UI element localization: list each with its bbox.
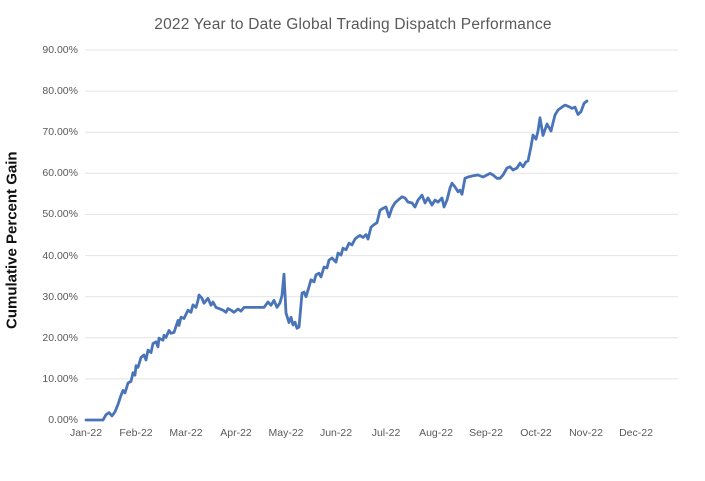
x-tick-label: Mar-22 bbox=[169, 427, 203, 439]
x-tick-label: Jul-22 bbox=[371, 427, 401, 439]
x-tick-label: Jan-22 bbox=[69, 427, 103, 439]
y-tick-label: 70.00% bbox=[42, 126, 78, 138]
chart-title: 2022 Year to Date Global Trading Dispatc… bbox=[154, 16, 552, 33]
y-tick-label: 20.00% bbox=[42, 332, 78, 344]
x-tick-label: Feb-22 bbox=[119, 427, 153, 439]
x-tick-label: May-22 bbox=[268, 427, 304, 439]
y-tick-label: 60.00% bbox=[42, 167, 78, 179]
y-tick-label: 90.00% bbox=[42, 44, 78, 56]
y-tick-label: 10.00% bbox=[42, 373, 78, 385]
x-tick-label: Jun-22 bbox=[319, 427, 353, 439]
x-tick-label: Nov-22 bbox=[569, 427, 603, 439]
x-tick-label: Aug-22 bbox=[419, 427, 453, 439]
performance-line bbox=[84, 99, 589, 422]
y-tick-label: 50.00% bbox=[42, 208, 78, 220]
y-tick-label: 0.00% bbox=[48, 414, 78, 426]
x-tick-label: Dec-22 bbox=[619, 427, 653, 439]
y-tick-label: 30.00% bbox=[42, 291, 78, 303]
y-tick-label: 80.00% bbox=[42, 85, 78, 97]
x-tick-label: Apr-22 bbox=[220, 427, 252, 439]
x-tick-label: Oct-22 bbox=[520, 427, 552, 439]
x-tick-label: Sep-22 bbox=[469, 427, 503, 439]
y-axis-title: Cumulative Percent Gain bbox=[3, 151, 21, 329]
y-tick-label: 40.00% bbox=[42, 250, 78, 262]
